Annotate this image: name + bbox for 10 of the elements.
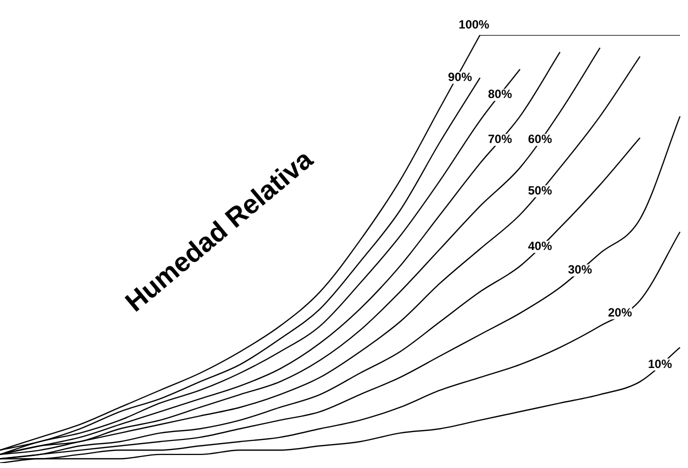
series-label: 20% xyxy=(608,306,632,320)
series-label: 80% xyxy=(488,87,512,102)
series-label: 90% xyxy=(448,70,472,84)
series-label: 30% xyxy=(568,262,592,277)
series-label: 50% xyxy=(528,184,552,198)
series-label: 10% xyxy=(648,356,672,371)
series-label: 70% xyxy=(488,132,512,146)
series-label: 100% xyxy=(458,17,490,32)
series-label: 60% xyxy=(528,132,552,146)
series-label: 40% xyxy=(528,239,552,254)
